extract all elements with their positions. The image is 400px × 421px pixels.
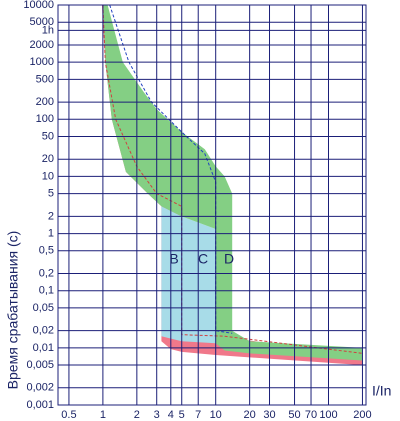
y-tick-label: 2000	[30, 39, 54, 51]
x-tick-label: 4	[168, 409, 174, 421]
y-tick-label: 0,002	[26, 382, 54, 394]
y-tick-label: 0,02	[33, 325, 54, 337]
y-tick-label: 1h	[42, 24, 54, 36]
x-tick-label: 200	[353, 409, 371, 421]
x-tick-label: 100	[319, 409, 337, 421]
series-label: B	[169, 251, 178, 267]
y-tick-label: 2	[48, 210, 54, 222]
y-tick-label: 200	[36, 96, 54, 108]
y-tick-label: 0,001	[26, 399, 54, 411]
series-label: D	[224, 251, 234, 267]
x-tick-label: 5	[179, 409, 185, 421]
y-tick-label: 1000	[30, 56, 54, 68]
x-tick-label: 0.5	[61, 409, 76, 421]
dashed-line	[109, 4, 233, 334]
y-tick-label: 0,1	[39, 285, 54, 297]
plot-frame	[57, 4, 367, 406]
series-label: C	[198, 251, 208, 267]
x-tick-label: 10	[210, 409, 222, 421]
y-tick-label: 100	[36, 113, 54, 125]
y-tick-label: 0,05	[33, 302, 54, 314]
y-tick-label: 5	[48, 188, 54, 200]
y-tick-label: 1	[48, 227, 54, 239]
y-tick-label: 0,5	[39, 245, 54, 257]
y-tick-label: 5000	[30, 16, 54, 28]
area	[102, 5, 363, 361]
x-tick-label: 3	[154, 409, 160, 421]
y-tick-label: 500	[36, 73, 54, 85]
y-axis-label: Время срабатывания (с)	[5, 231, 21, 390]
y-tick-label: 50	[42, 130, 54, 142]
x-tick-label: 1	[100, 409, 106, 421]
x-tick-label: 50	[288, 409, 300, 421]
x-tick-label: 70	[305, 409, 317, 421]
x-tick-label: 2	[134, 409, 140, 421]
y-tick-label: 0,01	[33, 342, 54, 354]
x-tick-label: 20	[244, 409, 256, 421]
area	[161, 206, 216, 344]
y-tick-label: 10	[42, 170, 54, 182]
y-tick-label: 20	[42, 153, 54, 165]
x-tick-label: 30	[263, 409, 275, 421]
y-tick-label: 10000	[23, 0, 54, 11]
x-axis-label: I/In	[372, 383, 391, 399]
y-tick-label: 0,005	[26, 359, 54, 371]
y-tick-label: 0,2	[39, 267, 54, 279]
x-tick-label: 7	[195, 409, 201, 421]
